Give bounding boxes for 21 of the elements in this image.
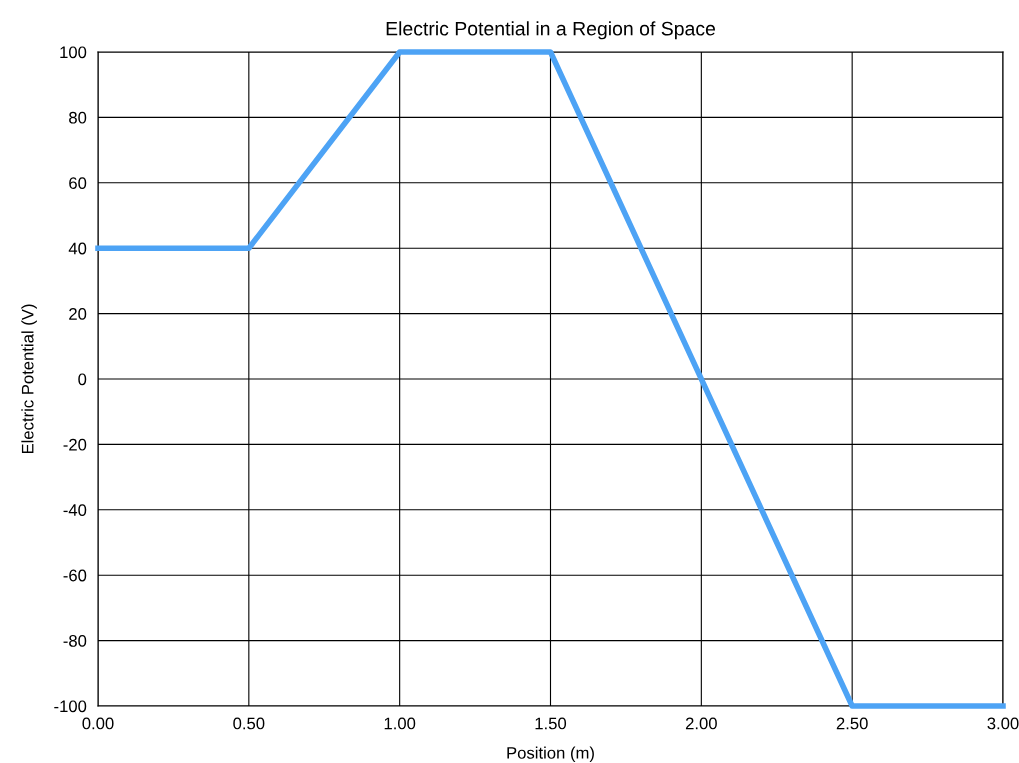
x-tick-label: 2.00 xyxy=(685,717,717,730)
y-tick-label: 80 xyxy=(69,111,87,124)
y-tick-label: 60 xyxy=(69,177,87,189)
y-tick-label: -40 xyxy=(63,504,87,516)
y-axis-title: Electric Potential (V) xyxy=(21,304,37,454)
x-tick-label: 1.50 xyxy=(535,717,567,730)
x-tick-label: 3.00 xyxy=(987,717,1019,730)
y-tick-label: 20 xyxy=(69,308,87,320)
x-tick-label: 0.50 xyxy=(233,717,265,730)
y-tick-label: 0 xyxy=(78,373,87,386)
y-tick-label: 40 xyxy=(68,242,87,255)
y-tick-label: -60 xyxy=(63,569,87,582)
y-tick-label: -20 xyxy=(63,438,87,451)
y-tick-label: -100 xyxy=(54,700,87,713)
x-tick-label: 0.00 xyxy=(82,717,114,730)
y-tick-label: 100 xyxy=(60,46,87,59)
x-axis-title: Position (m) xyxy=(507,746,594,763)
x-tick-label: 2.50 xyxy=(836,717,868,730)
chart-title: Electric Potential in a Region of Space xyxy=(386,21,716,40)
x-tick-label: 1.00 xyxy=(384,717,416,730)
y-tick-label: -80 xyxy=(63,635,87,647)
